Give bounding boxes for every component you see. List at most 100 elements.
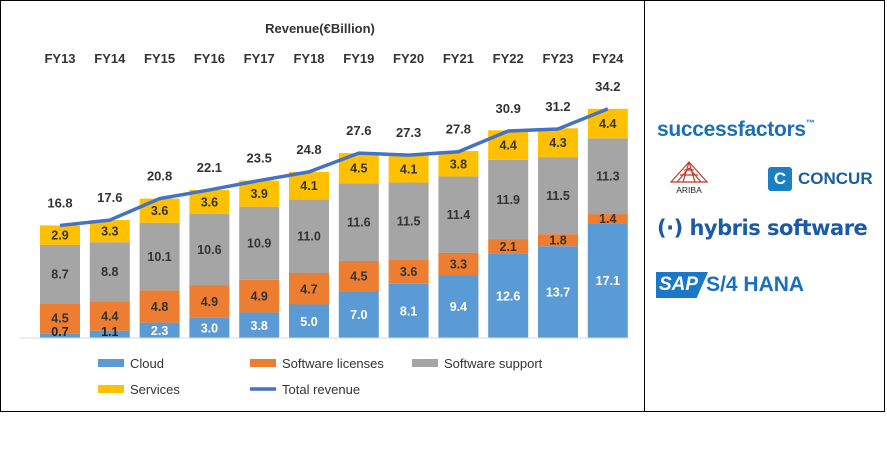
bar-software-licenses bbox=[289, 273, 329, 305]
legend-swatch bbox=[250, 359, 276, 367]
segment-label: 4.5 bbox=[51, 312, 68, 326]
category-label: FY24 bbox=[592, 51, 624, 66]
category-label: FY21 bbox=[443, 51, 474, 66]
category-label: FY16 bbox=[194, 51, 225, 66]
segment-label: 10.9 bbox=[247, 237, 271, 251]
segment-label: 12.6 bbox=[496, 289, 520, 303]
bar-software-licenses bbox=[538, 234, 578, 247]
legend-label: Total revenue bbox=[282, 382, 360, 397]
bar-cloud bbox=[338, 291, 379, 338]
sap-s4hana-logo: SAP S/4 HANA bbox=[656, 272, 804, 298]
segment-label: 13.7 bbox=[546, 286, 570, 300]
segment-label: 10.1 bbox=[147, 250, 171, 264]
segment-label: 8.7 bbox=[51, 268, 68, 282]
segment-labels: 0.74.58.72.91.14.48.83.32.34.810.13.63.0… bbox=[51, 117, 620, 339]
sap-mark: SAP bbox=[656, 272, 709, 298]
total-label: 22.1 bbox=[197, 160, 222, 175]
bar-software-support bbox=[189, 214, 230, 286]
segment-label: 11.4 bbox=[447, 208, 471, 222]
segment-label: 4.9 bbox=[251, 290, 268, 304]
concur-logo: C CONCUR bbox=[768, 165, 873, 193]
segment-label: 3.6 bbox=[400, 265, 417, 279]
bar-cloud bbox=[239, 312, 280, 338]
category-label: FY23 bbox=[542, 51, 573, 66]
bar-cloud bbox=[40, 333, 80, 338]
legend: Cloud Software licenses Software support Se… bbox=[98, 356, 543, 397]
segment-label: 1.4 bbox=[599, 212, 616, 226]
bar-software-licenses bbox=[338, 260, 379, 292]
chart-title: Revenue(€Billion) bbox=[265, 21, 375, 36]
segment-label: 1.1 bbox=[101, 325, 118, 339]
category-label: FY17 bbox=[244, 51, 275, 66]
segment-label: 17.1 bbox=[596, 274, 620, 288]
bar-software-support bbox=[139, 222, 180, 291]
total-labels: 16.8 17.6 20.8 22.1 23.5 24.8 27.6 27.3 27.8 30.9… bbox=[47, 79, 620, 211]
bar-services bbox=[89, 220, 130, 243]
successfactors-tm: ™ bbox=[805, 118, 815, 128]
revenue-chart: Revenue(€Billion) FY13 FY14 FY15 FY16 FY17 FY… bbox=[20, 21, 630, 397]
category-label: FY14 bbox=[94, 51, 126, 66]
bar-software-licenses bbox=[189, 285, 230, 318]
category-label: FY22 bbox=[493, 51, 524, 66]
segment-label: 4.5 bbox=[350, 270, 367, 284]
bar-software-support bbox=[538, 157, 578, 235]
segment-label: 0.7 bbox=[51, 325, 68, 339]
segment-label: 3.3 bbox=[101, 225, 118, 239]
category-label: FY18 bbox=[293, 51, 324, 66]
legend-swatch bbox=[412, 359, 438, 367]
category-label: FY13 bbox=[44, 51, 75, 66]
segment-label: 8.8 bbox=[101, 265, 118, 279]
bar-software-support bbox=[289, 199, 329, 274]
segment-label: 11.9 bbox=[496, 193, 520, 207]
bar-cloud bbox=[388, 283, 429, 338]
bar-software-licenses bbox=[40, 303, 80, 334]
segment-label: 7.0 bbox=[350, 308, 367, 322]
bar-cloud bbox=[289, 304, 329, 338]
bar-software-support bbox=[438, 176, 479, 253]
s4hana-text: S/4 HANA bbox=[706, 273, 805, 296]
bar-software-support bbox=[239, 206, 280, 280]
successfactors-logo: successfactors™ bbox=[657, 118, 815, 142]
bar-cloud bbox=[89, 330, 130, 338]
category-label: FY15 bbox=[144, 51, 175, 66]
category-labels: FY13 FY14 FY15 FY16 FY17 FY18 FY19 FY20 FY21 FY22… bbox=[44, 51, 624, 66]
segment-label: 11.6 bbox=[347, 216, 371, 230]
bar-services bbox=[538, 128, 578, 158]
segment-label: 3.8 bbox=[450, 157, 467, 171]
bar-software-licenses bbox=[488, 239, 529, 254]
segment-label: 3.8 bbox=[251, 319, 268, 333]
total-label: 23.5 bbox=[247, 151, 272, 166]
total-label: 31.2 bbox=[545, 99, 570, 114]
total-label: 20.8 bbox=[147, 169, 172, 184]
segment-label: 11.5 bbox=[546, 189, 570, 203]
bar-cloud bbox=[587, 223, 628, 338]
total-label: 30.9 bbox=[496, 101, 521, 116]
bar-services bbox=[289, 171, 329, 200]
legend-label: Software licenses bbox=[282, 356, 384, 371]
legend-label: Services bbox=[130, 382, 180, 397]
legend-label: Cloud bbox=[130, 356, 164, 371]
bar-cloud bbox=[438, 275, 479, 338]
segment-label: 3.9 bbox=[251, 187, 268, 201]
bar-cloud bbox=[488, 253, 529, 338]
bar-software-licenses bbox=[438, 252, 479, 276]
bar-software-licenses bbox=[139, 290, 180, 323]
total-label: 27.3 bbox=[396, 125, 421, 140]
segment-label: 4.4 bbox=[599, 117, 616, 131]
bar-services bbox=[438, 151, 479, 177]
segment-label: 4.1 bbox=[400, 162, 417, 176]
total-label: 16.8 bbox=[47, 195, 72, 210]
bar-services bbox=[239, 180, 280, 207]
segment-label: 2.1 bbox=[500, 240, 517, 254]
bar-services bbox=[40, 225, 80, 245]
concur-mark: C bbox=[768, 167, 792, 191]
segment-label: 4.9 bbox=[201, 295, 218, 309]
segment-label: 11.5 bbox=[397, 215, 421, 229]
legend-swatch bbox=[98, 385, 124, 393]
category-label: FY20 bbox=[393, 51, 424, 66]
segment-label: 4.4 bbox=[500, 139, 517, 153]
bar-cloud bbox=[139, 322, 180, 338]
bar-software-licenses bbox=[587, 214, 628, 224]
concur-text: CONCUR bbox=[798, 169, 873, 188]
bar-software-support bbox=[388, 182, 429, 260]
